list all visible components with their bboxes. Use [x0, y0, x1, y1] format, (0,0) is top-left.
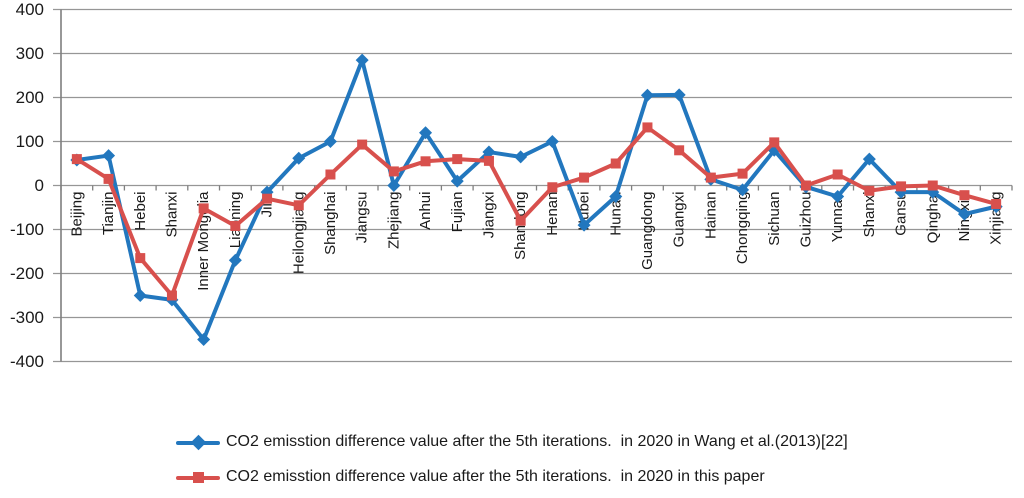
diamond-marker-icon [387, 179, 401, 192]
square-marker-icon [483, 155, 494, 166]
diamond-marker-icon [545, 135, 559, 148]
legend-label-this-paper-series: CO2 emisstion difference value after the… [226, 468, 765, 485]
diamond-marker-icon [831, 190, 845, 203]
square-marker-icon [198, 203, 209, 214]
x-axis-category-label: Guangdong [639, 192, 656, 270]
x-axis-category-label: Shanghai [322, 192, 339, 255]
diamond-marker-icon [514, 150, 528, 164]
square-marker-icon [800, 180, 811, 191]
y-axis-tick-label: -200 [10, 264, 44, 283]
diamond-marker-icon [482, 145, 496, 159]
square-marker-icon [991, 198, 1002, 209]
y-axis-tick-label: 300 [16, 44, 44, 63]
x-axis-category-label: Heilongjiang [290, 192, 307, 275]
square-marker-icon [610, 158, 621, 169]
diamond-marker-icon [419, 126, 433, 140]
x-axis-category-label: Guangxi [671, 192, 688, 248]
x-axis-category-label: Fujian [449, 192, 466, 233]
x-axis-category-label: Tianjin [100, 192, 117, 236]
square-marker-icon [420, 156, 431, 167]
diamond-marker-icon [640, 88, 654, 102]
blue-diamond-series-icon [176, 434, 220, 450]
x-axis-category-label: Jiangxi [480, 192, 497, 239]
square-marker-icon [388, 166, 399, 177]
diamond-marker-icon [736, 183, 750, 197]
y-axis-tick-label: 400 [16, 0, 44, 19]
x-axis-category-label: Guizhou [797, 192, 814, 248]
square-marker-icon [293, 200, 304, 211]
square-marker-icon [674, 145, 685, 156]
square-marker-icon [515, 215, 526, 226]
chart-legend: CO2 emisstion difference value after the… [176, 428, 848, 491]
square-marker-icon [737, 168, 748, 179]
square-marker-icon [547, 182, 558, 193]
x-axis-category-label: Anhui [417, 192, 434, 230]
y-axis-tick-label: 100 [16, 132, 44, 151]
y-axis-tick-label: -400 [10, 352, 44, 371]
square-marker-icon [579, 172, 590, 183]
y-axis-tick-label: -100 [10, 220, 44, 239]
x-axis-category-label: Shanxi [163, 192, 180, 238]
diamond-marker-icon [323, 135, 337, 148]
x-axis-category-label: Shandong [512, 192, 529, 260]
diamond-marker-icon [450, 174, 464, 188]
legend-label-wang-series: CO2 emisstion difference value after the… [226, 433, 848, 450]
square-marker-icon [832, 169, 843, 180]
x-axis-category-label: Gansu [893, 192, 910, 236]
square-marker-icon [71, 154, 82, 165]
legend-item-this-paper-series: CO2 emisstion difference value after the… [176, 463, 848, 491]
diamond-marker-icon [292, 151, 306, 165]
diamond-marker-icon [190, 434, 207, 450]
y-axis-tick-label: -300 [10, 308, 44, 327]
x-axis-category-label: Hebei [132, 192, 149, 231]
x-axis-category-label: Sichuan [766, 192, 783, 246]
diamond-marker-icon [577, 218, 591, 232]
square-marker-icon [927, 180, 938, 191]
x-axis-category-label: Hainan [702, 192, 719, 240]
legend-item-wang-series: CO2 emisstion difference value after the… [176, 428, 848, 456]
square-marker-icon [262, 193, 273, 204]
diamond-marker-icon [197, 333, 211, 346]
y-axis-tick-label: 200 [16, 88, 44, 107]
square-marker-icon [230, 220, 241, 231]
x-axis-category-label: Zhejiang [385, 192, 402, 250]
diamond-marker-icon [102, 149, 116, 163]
diamond-marker-icon [355, 53, 369, 67]
red-square-series-icon [176, 470, 220, 485]
square-marker-icon [769, 137, 780, 148]
square-marker-icon [166, 290, 177, 301]
square-marker-icon [452, 154, 463, 165]
x-axis-category-label: Yunnan [829, 192, 846, 243]
x-axis-category-label: Beijing [68, 192, 85, 237]
diamond-marker-icon [957, 207, 971, 221]
square-marker-icon [103, 173, 114, 184]
square-marker-icon [896, 181, 907, 192]
square-marker-icon [642, 122, 653, 133]
diamond-marker-icon [862, 152, 876, 166]
x-axis-category-label: Liaoning [227, 192, 244, 249]
x-axis-category-label: Jiangsu [354, 192, 371, 244]
square-marker-icon [135, 253, 146, 264]
x-axis-category-label: Chongqing [734, 192, 751, 265]
square-marker-icon [193, 471, 204, 483]
x-axis-category-label: Shanxi [861, 192, 878, 238]
diamond-marker-icon [133, 289, 147, 302]
series-line-0 [74, 58, 999, 342]
co2-difference-line-chart: 400 300 200 100 0 -100 -200 -300 -400 Beijing Tian… [10, 0, 1013, 371]
series-line-1 [74, 125, 999, 298]
y-axis-tick-label: 0 [35, 176, 44, 195]
x-axis-category-label: Henan [544, 192, 561, 236]
square-marker-icon [705, 172, 716, 183]
diamond-marker-icon [672, 88, 686, 102]
diamond-marker-icon [609, 190, 623, 203]
square-marker-icon [357, 139, 368, 150]
square-marker-icon [959, 190, 970, 201]
diamond-marker-icon [228, 253, 242, 267]
x-axis-category-label: Qinghai [924, 192, 941, 244]
square-marker-icon [325, 169, 336, 180]
square-marker-icon [864, 185, 875, 196]
